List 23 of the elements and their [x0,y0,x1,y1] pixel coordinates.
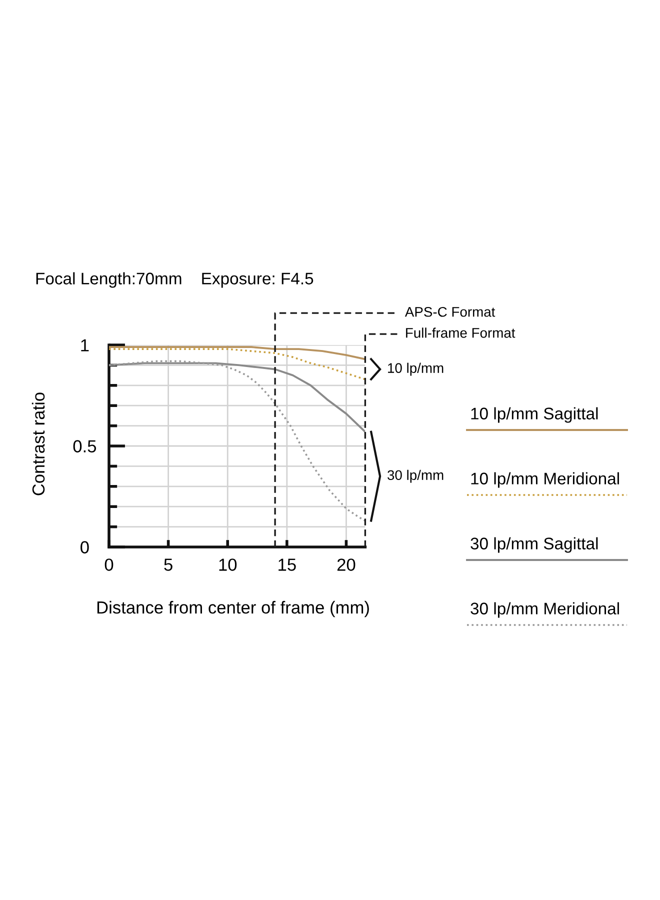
line-series [109,346,366,360]
x-tick-label: 10 [219,558,237,571]
x-tick-label: 5 [164,558,172,571]
text: 30 lp/mm Sagittal [470,537,598,553]
x-tick-label: 15 [278,558,296,571]
line-series [109,362,366,433]
y-axis-title: Contrast ratio [32,392,45,496]
text: 30 lp/mm Meridional [470,602,619,618]
x-tick-label: 20 [337,558,356,571]
text: 10 lp/mm Meridional [471,472,619,488]
annotation: 30 lp/mm [388,470,444,483]
ref-line-label: APS-C Format [404,306,496,317]
y-tick-label: 1 [81,339,89,352]
y-tick-label: 0 [80,541,89,554]
chart-title: Focal Length:70mm Exposure: F4.5 [36,272,314,288]
x-tick-label: 0 [104,558,114,571]
annotation: 10 lp/mm [388,362,444,376]
line-series [109,348,366,380]
x-axis-title: Distance from center of frame (mm) [97,600,369,618]
y-tick-label: 0.5 [73,440,96,452]
text: 10 lp/mm Sagittal [471,407,598,423]
ref-line-label: Full-frame Format [406,328,516,338]
line-series [109,360,366,522]
